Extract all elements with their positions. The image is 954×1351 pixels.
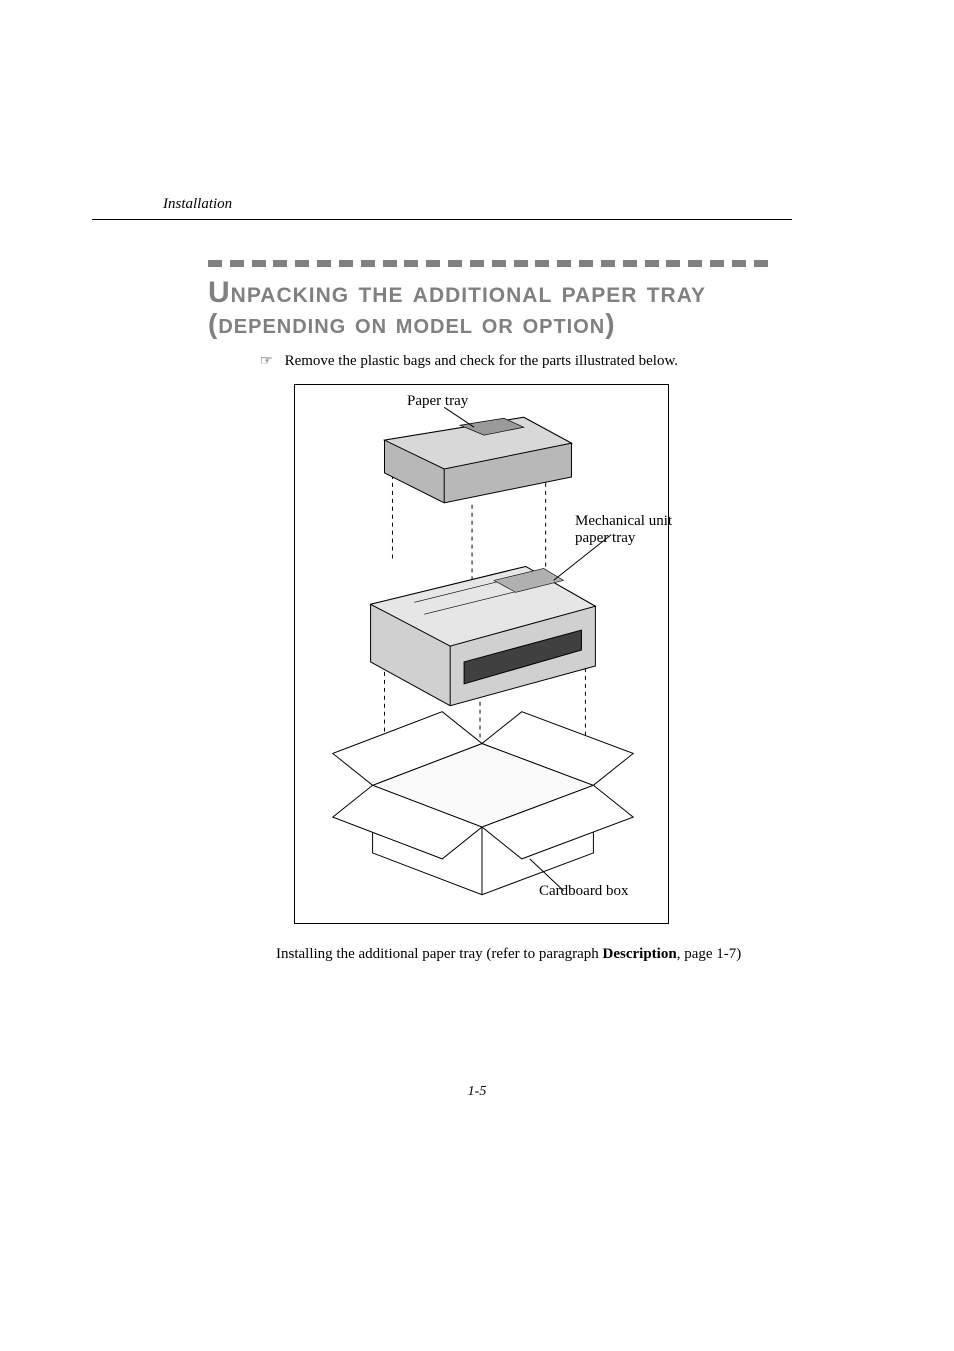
dash bbox=[579, 260, 593, 267]
dash bbox=[230, 260, 244, 267]
dash bbox=[732, 260, 746, 267]
section-dash-rule bbox=[208, 260, 768, 268]
page: Installation Unpacking the additional pa… bbox=[0, 0, 954, 1351]
dash bbox=[208, 260, 222, 267]
dash bbox=[339, 260, 353, 267]
closing-reference: Installing the additional paper tray (re… bbox=[276, 946, 741, 963]
dash bbox=[688, 260, 702, 267]
closing-bold: Description bbox=[603, 946, 677, 962]
dash bbox=[295, 260, 309, 267]
dash bbox=[470, 260, 484, 267]
dash bbox=[252, 260, 266, 267]
page-number: 1-5 bbox=[0, 1084, 954, 1100]
dash bbox=[404, 260, 418, 267]
closing-suffix: , page 1-7) bbox=[677, 946, 742, 962]
header-rule bbox=[92, 219, 792, 220]
closing-prefix: Installing the additional paper tray (re… bbox=[276, 946, 603, 962]
section-heading: Unpacking the additional paper tray (dep… bbox=[208, 276, 706, 340]
instruction-text: Remove the plastic bags and check for th… bbox=[285, 353, 679, 370]
dash bbox=[361, 260, 375, 267]
dash bbox=[426, 260, 440, 267]
dash bbox=[645, 260, 659, 267]
dash bbox=[557, 260, 571, 267]
section-heading-line1: Unpacking the additional paper tray bbox=[208, 276, 706, 309]
unpacking-diagram: Paper tray Mechanical unit paper tray Ca… bbox=[294, 384, 669, 924]
pointer-icon: ☞ bbox=[260, 353, 273, 370]
running-header: Installation bbox=[163, 196, 232, 213]
dash bbox=[623, 260, 637, 267]
dash bbox=[601, 260, 615, 267]
paper-tray-shape bbox=[385, 417, 572, 503]
dash bbox=[317, 260, 331, 267]
cardboard-box-shape bbox=[333, 712, 633, 895]
dash bbox=[514, 260, 528, 267]
dash bbox=[666, 260, 680, 267]
mechanical-unit-shape bbox=[371, 566, 596, 705]
dash bbox=[448, 260, 462, 267]
dash bbox=[383, 260, 397, 267]
dash bbox=[273, 260, 287, 267]
dash bbox=[754, 260, 768, 267]
dash bbox=[710, 260, 724, 267]
instruction-row: ☞ Remove the plastic bags and check for … bbox=[260, 353, 678, 370]
dash bbox=[535, 260, 549, 267]
dash bbox=[492, 260, 506, 267]
section-heading-line2: (depending on model or option) bbox=[208, 309, 706, 340]
